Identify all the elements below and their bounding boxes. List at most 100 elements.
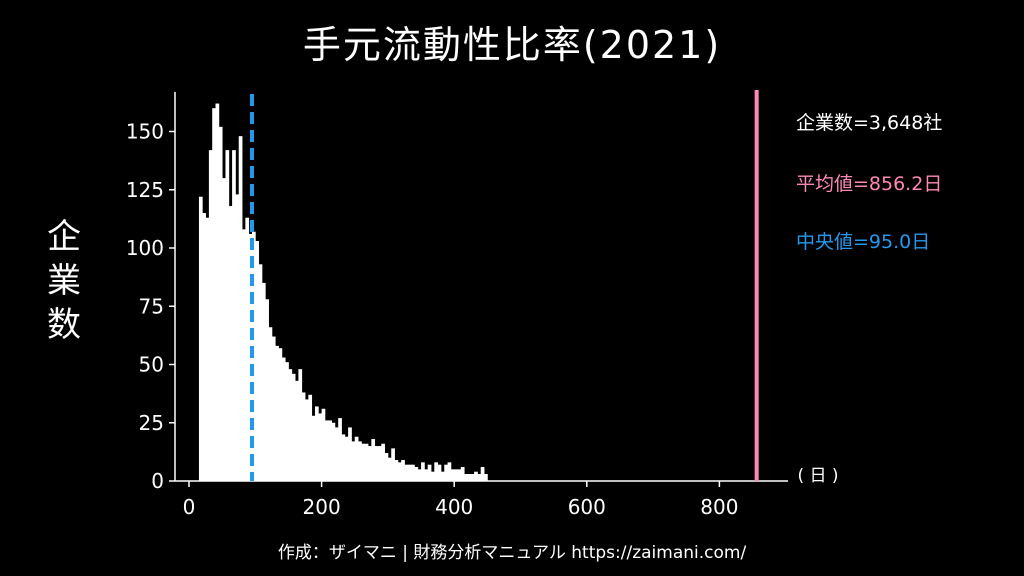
histogram-bar	[225, 150, 230, 481]
histogram-bar	[480, 467, 485, 481]
axes-group: 0 25 50 75 100 125 150 0 200 400 600 800 ( 日 )	[126, 91, 839, 519]
histogram-bar	[295, 380, 299, 481]
histogram-bar	[470, 474, 475, 481]
x-tick-label: 0	[183, 495, 196, 519]
histogram-bar	[218, 126, 223, 481]
median-annotation: 中央値=95.0日	[796, 231, 931, 253]
x-tick-label: 400	[435, 495, 473, 519]
histogram-bar	[454, 469, 458, 481]
y-tick-label: 125	[126, 178, 164, 202]
histogram-bar	[377, 446, 382, 481]
histogram-bar	[265, 299, 269, 481]
histogram-bar	[245, 217, 250, 481]
histogram-bar	[401, 460, 405, 481]
histogram-bar	[434, 462, 439, 481]
histogram-bar	[361, 443, 366, 481]
histogram-bar	[450, 469, 455, 481]
x-tick-label: 800	[700, 495, 738, 519]
histogram-bar	[381, 443, 385, 481]
y-tick-label: 25	[139, 411, 164, 435]
histogram-bar	[311, 415, 316, 481]
histogram-bar	[228, 206, 233, 481]
histogram-bar	[298, 369, 303, 481]
y-tick-label: 150	[126, 120, 164, 144]
histogram-bar	[212, 108, 216, 481]
histogram-bar	[318, 413, 322, 481]
histogram-bar	[358, 441, 362, 481]
histogram-bar	[238, 136, 243, 481]
histogram-bar	[291, 373, 296, 481]
histogram-bar	[205, 217, 210, 481]
histogram-bar	[411, 464, 415, 481]
histogram-bar	[457, 469, 462, 481]
histogram-bar	[278, 348, 283, 481]
histogram-bar	[384, 453, 389, 481]
histogram-bar	[301, 392, 306, 481]
bars-group	[198, 103, 488, 482]
histogram-bar	[351, 441, 356, 481]
histogram-bar	[235, 194, 240, 481]
histogram-bar	[271, 336, 276, 481]
histogram-bar	[371, 439, 376, 481]
histogram-bar	[305, 399, 309, 481]
histogram-bar	[268, 327, 273, 481]
histogram-bar	[258, 264, 263, 481]
histogram-bar	[464, 474, 468, 481]
histogram-bar	[222, 178, 226, 481]
histogram-bar	[364, 443, 369, 481]
histogram-bar	[255, 241, 260, 481]
histogram-bar	[321, 408, 326, 481]
histogram-bar	[444, 464, 448, 481]
histogram-bar	[215, 103, 220, 481]
histogram-bar	[344, 436, 349, 481]
histogram-bar	[394, 460, 399, 481]
y-tick-label: 100	[126, 236, 164, 260]
histogram-bar	[354, 436, 359, 481]
histogram-bar	[467, 474, 472, 481]
histogram-bar	[232, 150, 236, 481]
footer-credit: 作成：ザイマニ | 財務分析マニュアル https://zaimani.com/	[277, 543, 747, 563]
histogram-bar	[407, 464, 412, 481]
histogram-bar	[427, 464, 432, 481]
histogram-bar	[374, 446, 379, 481]
histogram-bar	[338, 418, 342, 481]
x-tick-label: 600	[568, 495, 606, 519]
histogram-bar	[391, 448, 395, 481]
histogram-bar	[242, 229, 246, 481]
x-tick-label: 200	[303, 495, 341, 519]
histogram-bar	[202, 213, 206, 482]
histogram-bar	[285, 362, 289, 481]
histogram-bar	[368, 446, 372, 481]
histogram-bar	[397, 462, 402, 481]
histogram-bar	[328, 420, 332, 481]
count-annotation: 企業数=3,648社	[796, 112, 943, 134]
histogram-bar	[198, 196, 203, 482]
y-tick-label: 50	[139, 353, 164, 377]
histogram-bar	[324, 420, 329, 481]
y-tick-label: 75	[139, 294, 164, 318]
histogram-bar	[261, 282, 266, 481]
histogram-bar	[447, 462, 452, 481]
y-axis-label: 企業数	[47, 217, 81, 345]
histogram-bar	[484, 474, 488, 481]
histogram-bar	[288, 369, 293, 481]
histogram-bar	[474, 471, 478, 481]
histogram-bar	[308, 394, 313, 481]
chart-title: 手元流動性比率(2021)	[302, 23, 722, 67]
histogram-bar	[348, 427, 352, 481]
histogram-bar	[387, 457, 392, 481]
y-tick-label: 0	[151, 469, 164, 493]
reference-lines-group	[249, 90, 759, 481]
histogram-bar	[334, 427, 339, 481]
histogram-bar	[275, 345, 279, 481]
histogram-bar	[430, 471, 435, 481]
x-axis-label: ( 日 )	[797, 466, 838, 486]
histogram-bar	[314, 406, 319, 481]
histogram-bar	[421, 462, 425, 481]
histogram-bar	[208, 150, 213, 481]
histogram-bar	[331, 422, 336, 481]
histogram-bar	[417, 469, 422, 481]
histogram-bar	[477, 474, 482, 481]
histogram-bar	[341, 434, 346, 481]
